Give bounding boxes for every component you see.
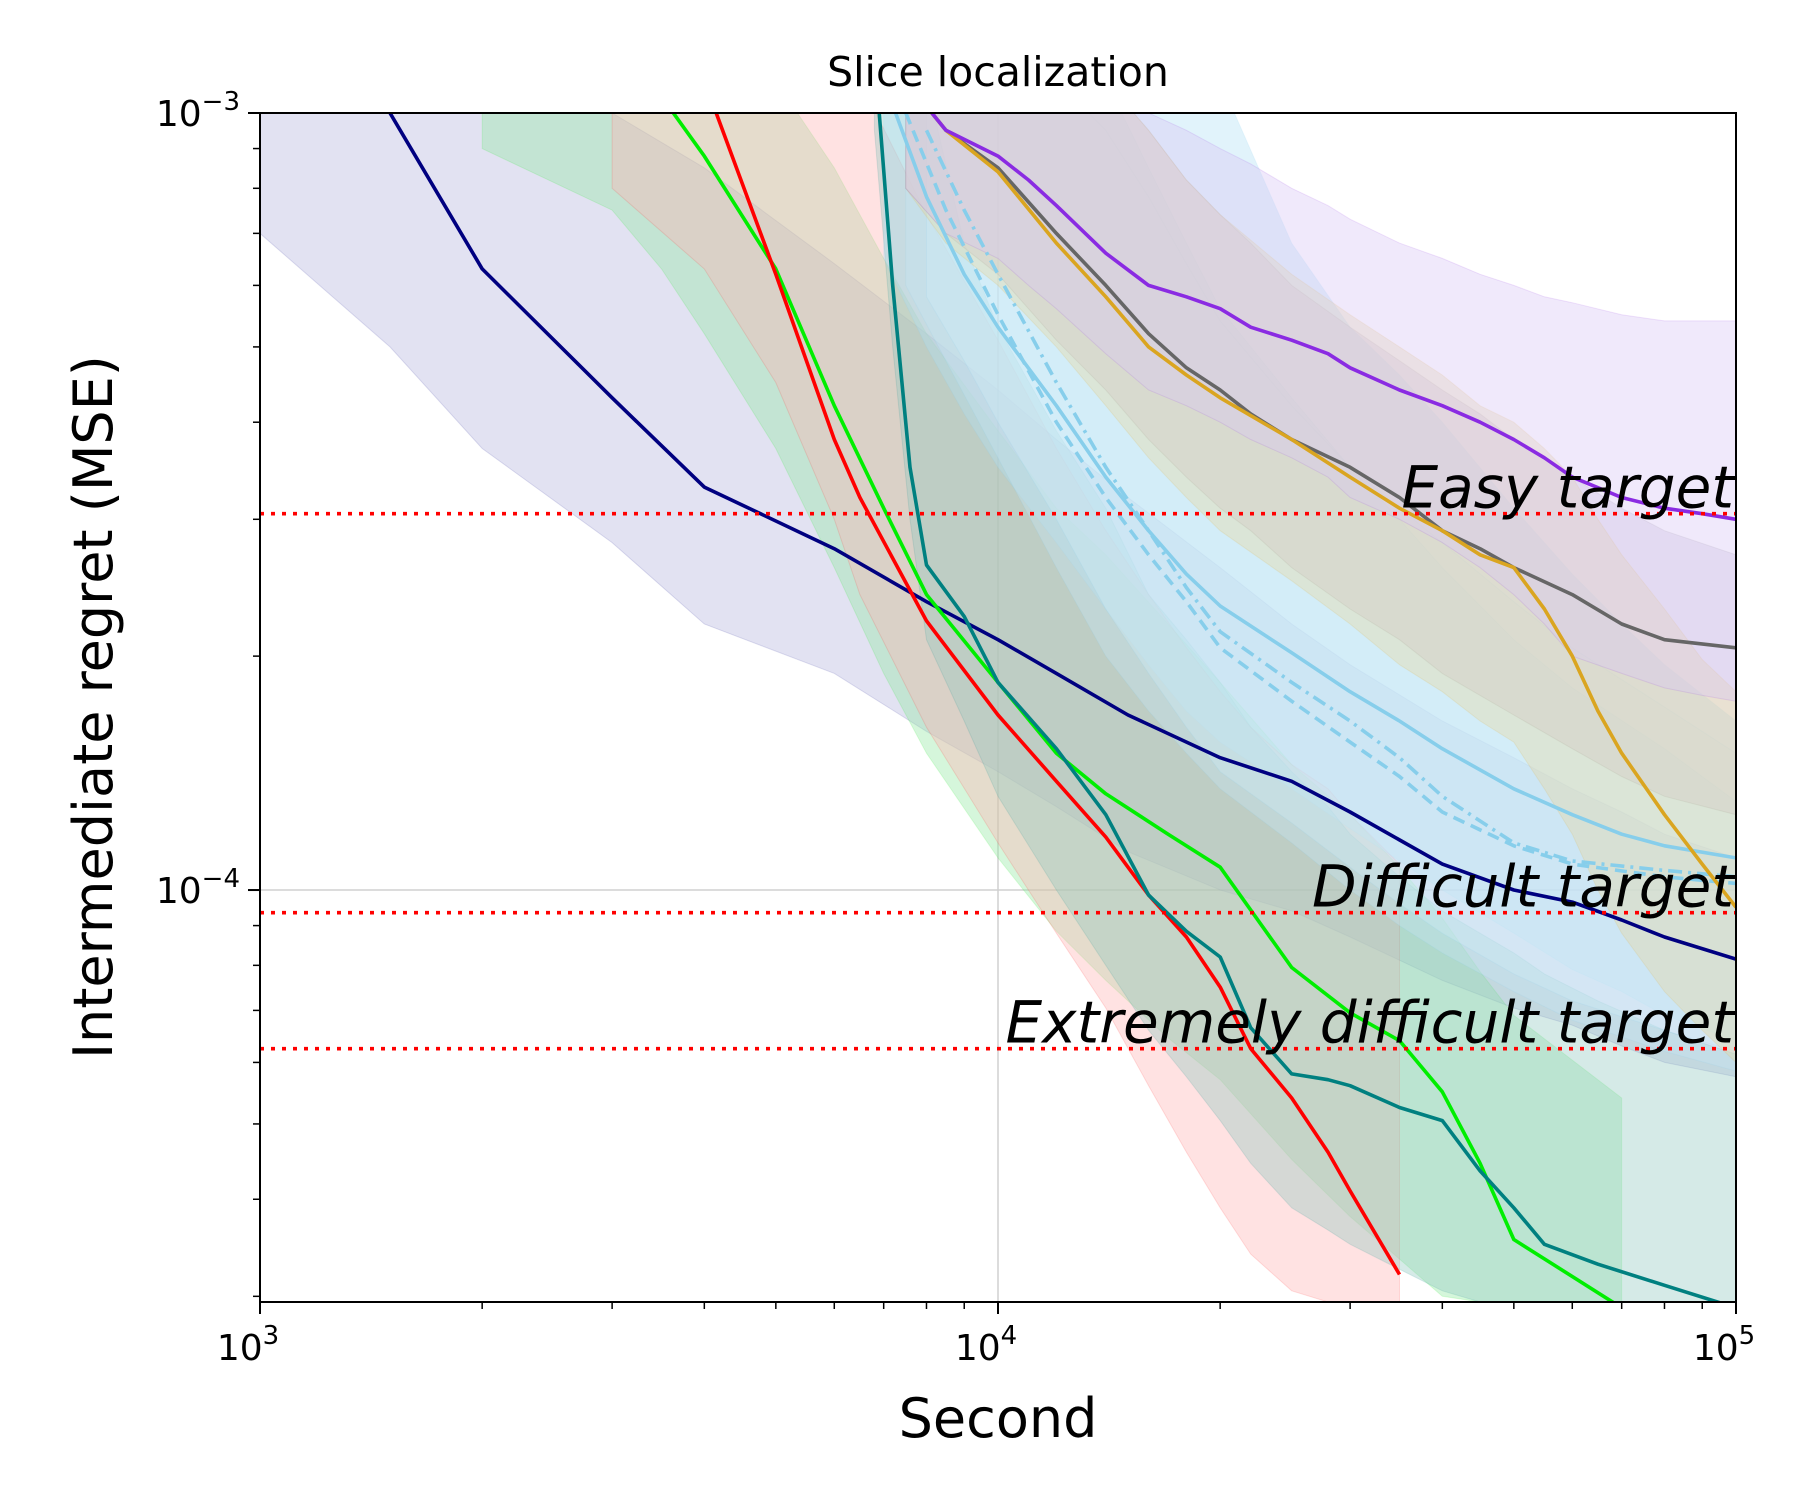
band-skyblue-dashdot (926, 113, 1736, 1052)
y-axis-ticks: 10−4 10−3 (156, 87, 260, 1298)
target-label-2: Difficult target (1312, 853, 1736, 921)
x-axis-label: Second (899, 1387, 1098, 1450)
series-line-navy (387, 113, 1736, 961)
band-red (611, 113, 1400, 1302)
series-line-goldenrod (929, 113, 1736, 909)
band-skyblue (883, 113, 1736, 1042)
band-navy (260, 113, 1736, 1078)
series-line-teal (877, 113, 1724, 1302)
x-tick-label: 105 (1693, 1321, 1755, 1369)
target-label-3: Extremely difficult target (1005, 989, 1736, 1057)
band-skyblue-dashed (905, 113, 1736, 1072)
band-goldenrod (905, 113, 1736, 1064)
x-tick-label: 103 (217, 1321, 279, 1369)
series-line-skyblue-dashed (904, 113, 1736, 886)
series-line-skyblue (893, 113, 1736, 860)
x-axis-ticks: 103 104 105 (217, 1302, 1755, 1369)
series-lines (387, 113, 1736, 1302)
target-label-1: Easy target (1401, 454, 1736, 522)
target-lines: Easy target Difficult target Extremely dif… (260, 454, 1736, 1057)
y-tick-label: 10−3 (156, 87, 240, 135)
band-teal (873, 113, 1736, 1302)
series-line-lime (671, 113, 1616, 1302)
series-line-red (714, 113, 1402, 1276)
chart-title: Slice localization (827, 48, 1169, 96)
x-tick-label: 104 (955, 1321, 1017, 1369)
confidence-bands (260, 113, 1736, 1302)
y-tick-label: 10−4 (156, 864, 240, 912)
band-dimgray (905, 113, 1736, 816)
series-line-blueviolet (929, 113, 1736, 522)
y-axis-label: Intermediate regret (MSE) (62, 355, 125, 1059)
